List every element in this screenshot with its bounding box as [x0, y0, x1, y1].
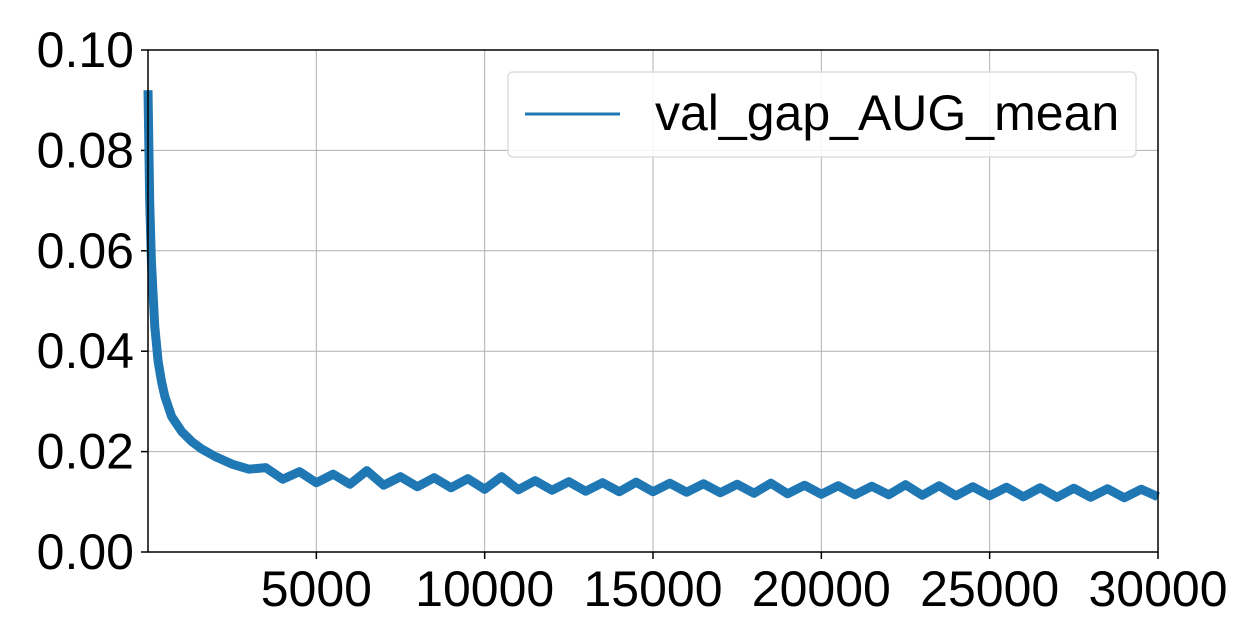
x-tick-label: 20000: [752, 561, 891, 617]
y-tick-label: 0.08: [37, 122, 134, 178]
x-tick-label: 5000: [261, 561, 372, 617]
x-tick-label: 25000: [920, 561, 1059, 617]
plot-frame: [147, 49, 1159, 553]
y-tick-label: 0.04: [37, 323, 134, 379]
x-tick-label: 10000: [415, 561, 554, 617]
legend: val_gap_AUG_mean: [507, 71, 1137, 158]
legend-label: val_gap_AUG_mean: [655, 85, 1119, 141]
y-tick-label: 0.06: [37, 223, 134, 279]
legend-box: [507, 71, 1137, 158]
x-tick-label: 15000: [583, 561, 722, 617]
x-tick-label: 30000: [1088, 561, 1227, 617]
y-tick-label: 0.02: [37, 424, 134, 480]
y-tick-label: 0.00: [37, 524, 134, 580]
y-tick-label: 0.10: [37, 22, 134, 78]
data-line: [143, 90, 1160, 503]
